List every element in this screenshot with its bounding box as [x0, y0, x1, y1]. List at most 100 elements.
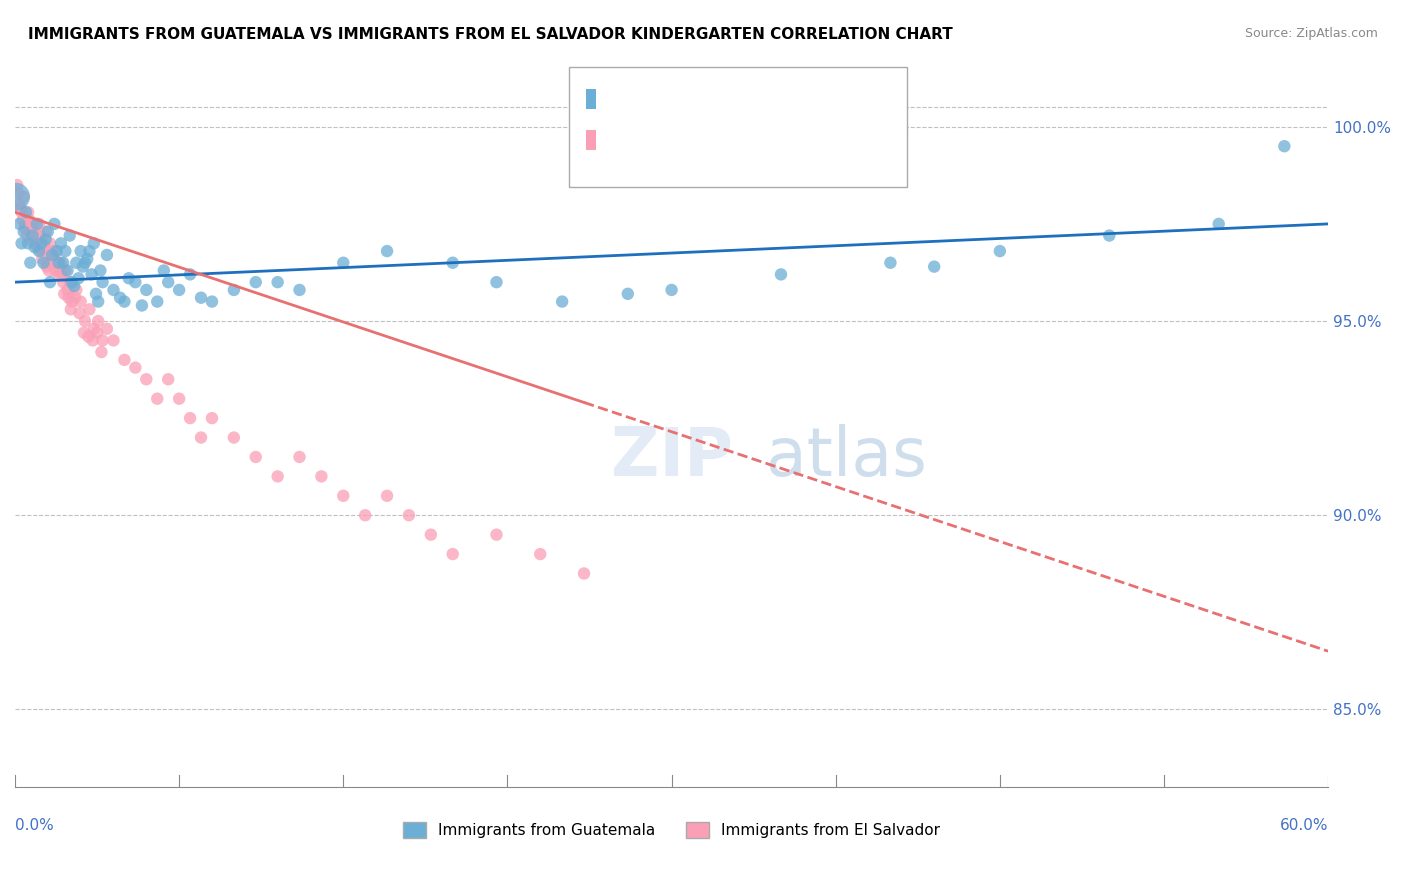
Point: [72, 260, 94, 274]
Point: [11, 213, 34, 227]
Point: [44, 217, 66, 231]
Point: [42, 252, 65, 266]
Point: [59, 302, 82, 317]
Point: [879, 256, 901, 270]
Point: [332, 489, 354, 503]
Point: [288, 283, 311, 297]
Point: [63, 279, 86, 293]
Point: [51, 268, 73, 282]
Point: [49, 263, 72, 277]
Point: [56, 283, 79, 297]
Point: [441, 547, 464, 561]
Point: [354, 508, 377, 523]
Point: [63, 291, 86, 305]
Point: [118, 271, 141, 285]
Point: [31, 252, 53, 266]
Point: [157, 275, 180, 289]
Text: 89: 89: [745, 138, 766, 153]
Point: [112, 294, 135, 309]
Point: [30, 236, 52, 251]
Point: [86, 326, 108, 340]
Legend: Immigrants from Guatemala, Immigrants from El Salvador: Immigrants from Guatemala, Immigrants fr…: [396, 816, 946, 844]
Point: [375, 244, 398, 258]
Text: 60.0%: 60.0%: [1279, 818, 1329, 833]
Point: [53, 286, 76, 301]
Point: [24, 240, 46, 254]
Point: [48, 256, 70, 270]
Point: [83, 236, 105, 251]
Point: [157, 372, 180, 386]
Point: [41, 248, 63, 262]
Point: [13, 190, 35, 204]
Point: [14, 205, 37, 219]
Point: [59, 275, 82, 289]
Point: [52, 275, 75, 289]
Point: [6, 178, 28, 192]
Point: [89, 263, 111, 277]
Point: [103, 283, 125, 297]
Point: [179, 411, 201, 425]
Point: [34, 225, 56, 239]
Point: [14, 217, 37, 231]
Point: [661, 283, 683, 297]
Point: [25, 228, 48, 243]
Point: [201, 411, 224, 425]
Point: [49, 236, 72, 251]
Point: [27, 240, 49, 254]
Point: [38, 263, 60, 277]
Point: [288, 450, 311, 464]
Point: [20, 256, 42, 270]
Point: [245, 450, 267, 464]
Point: [8, 217, 31, 231]
Point: [82, 334, 104, 348]
Point: [73, 326, 96, 340]
Point: [1098, 228, 1121, 243]
Point: [4, 190, 27, 204]
Point: [73, 314, 96, 328]
Point: [69, 294, 91, 309]
Text: -0.533: -0.533: [654, 138, 709, 153]
Point: [146, 294, 169, 309]
Point: [485, 527, 508, 541]
Point: [24, 236, 46, 251]
Point: [41, 244, 63, 258]
Point: [65, 256, 87, 270]
Point: [53, 244, 76, 258]
Text: 0.0%: 0.0%: [15, 818, 53, 833]
Point: [83, 322, 105, 336]
Point: [988, 244, 1011, 258]
Point: [131, 298, 153, 312]
Point: [76, 252, 98, 266]
Point: [35, 260, 58, 274]
Point: [69, 306, 91, 320]
Text: R =: R =: [602, 138, 630, 153]
Point: [73, 256, 96, 270]
Point: [167, 392, 190, 406]
Point: [34, 240, 56, 254]
Text: atlas: atlas: [766, 424, 927, 490]
Point: [1208, 217, 1230, 231]
Point: [79, 302, 101, 317]
Point: [15, 228, 38, 243]
Point: [37, 256, 59, 270]
Point: [79, 244, 101, 258]
Point: [65, 283, 87, 297]
Point: [32, 236, 55, 251]
Point: [485, 275, 508, 289]
Point: [529, 547, 551, 561]
Point: [56, 263, 79, 277]
Point: [25, 217, 48, 231]
Point: [59, 228, 82, 243]
Point: [46, 256, 69, 270]
Point: [69, 244, 91, 258]
Point: [48, 268, 70, 282]
Point: [112, 352, 135, 367]
Point: [153, 263, 176, 277]
Point: [10, 205, 32, 219]
Point: [90, 345, 112, 359]
Point: [441, 256, 464, 270]
Point: [266, 469, 288, 483]
Point: [20, 232, 42, 246]
Point: [20, 225, 42, 239]
Point: [30, 228, 52, 243]
